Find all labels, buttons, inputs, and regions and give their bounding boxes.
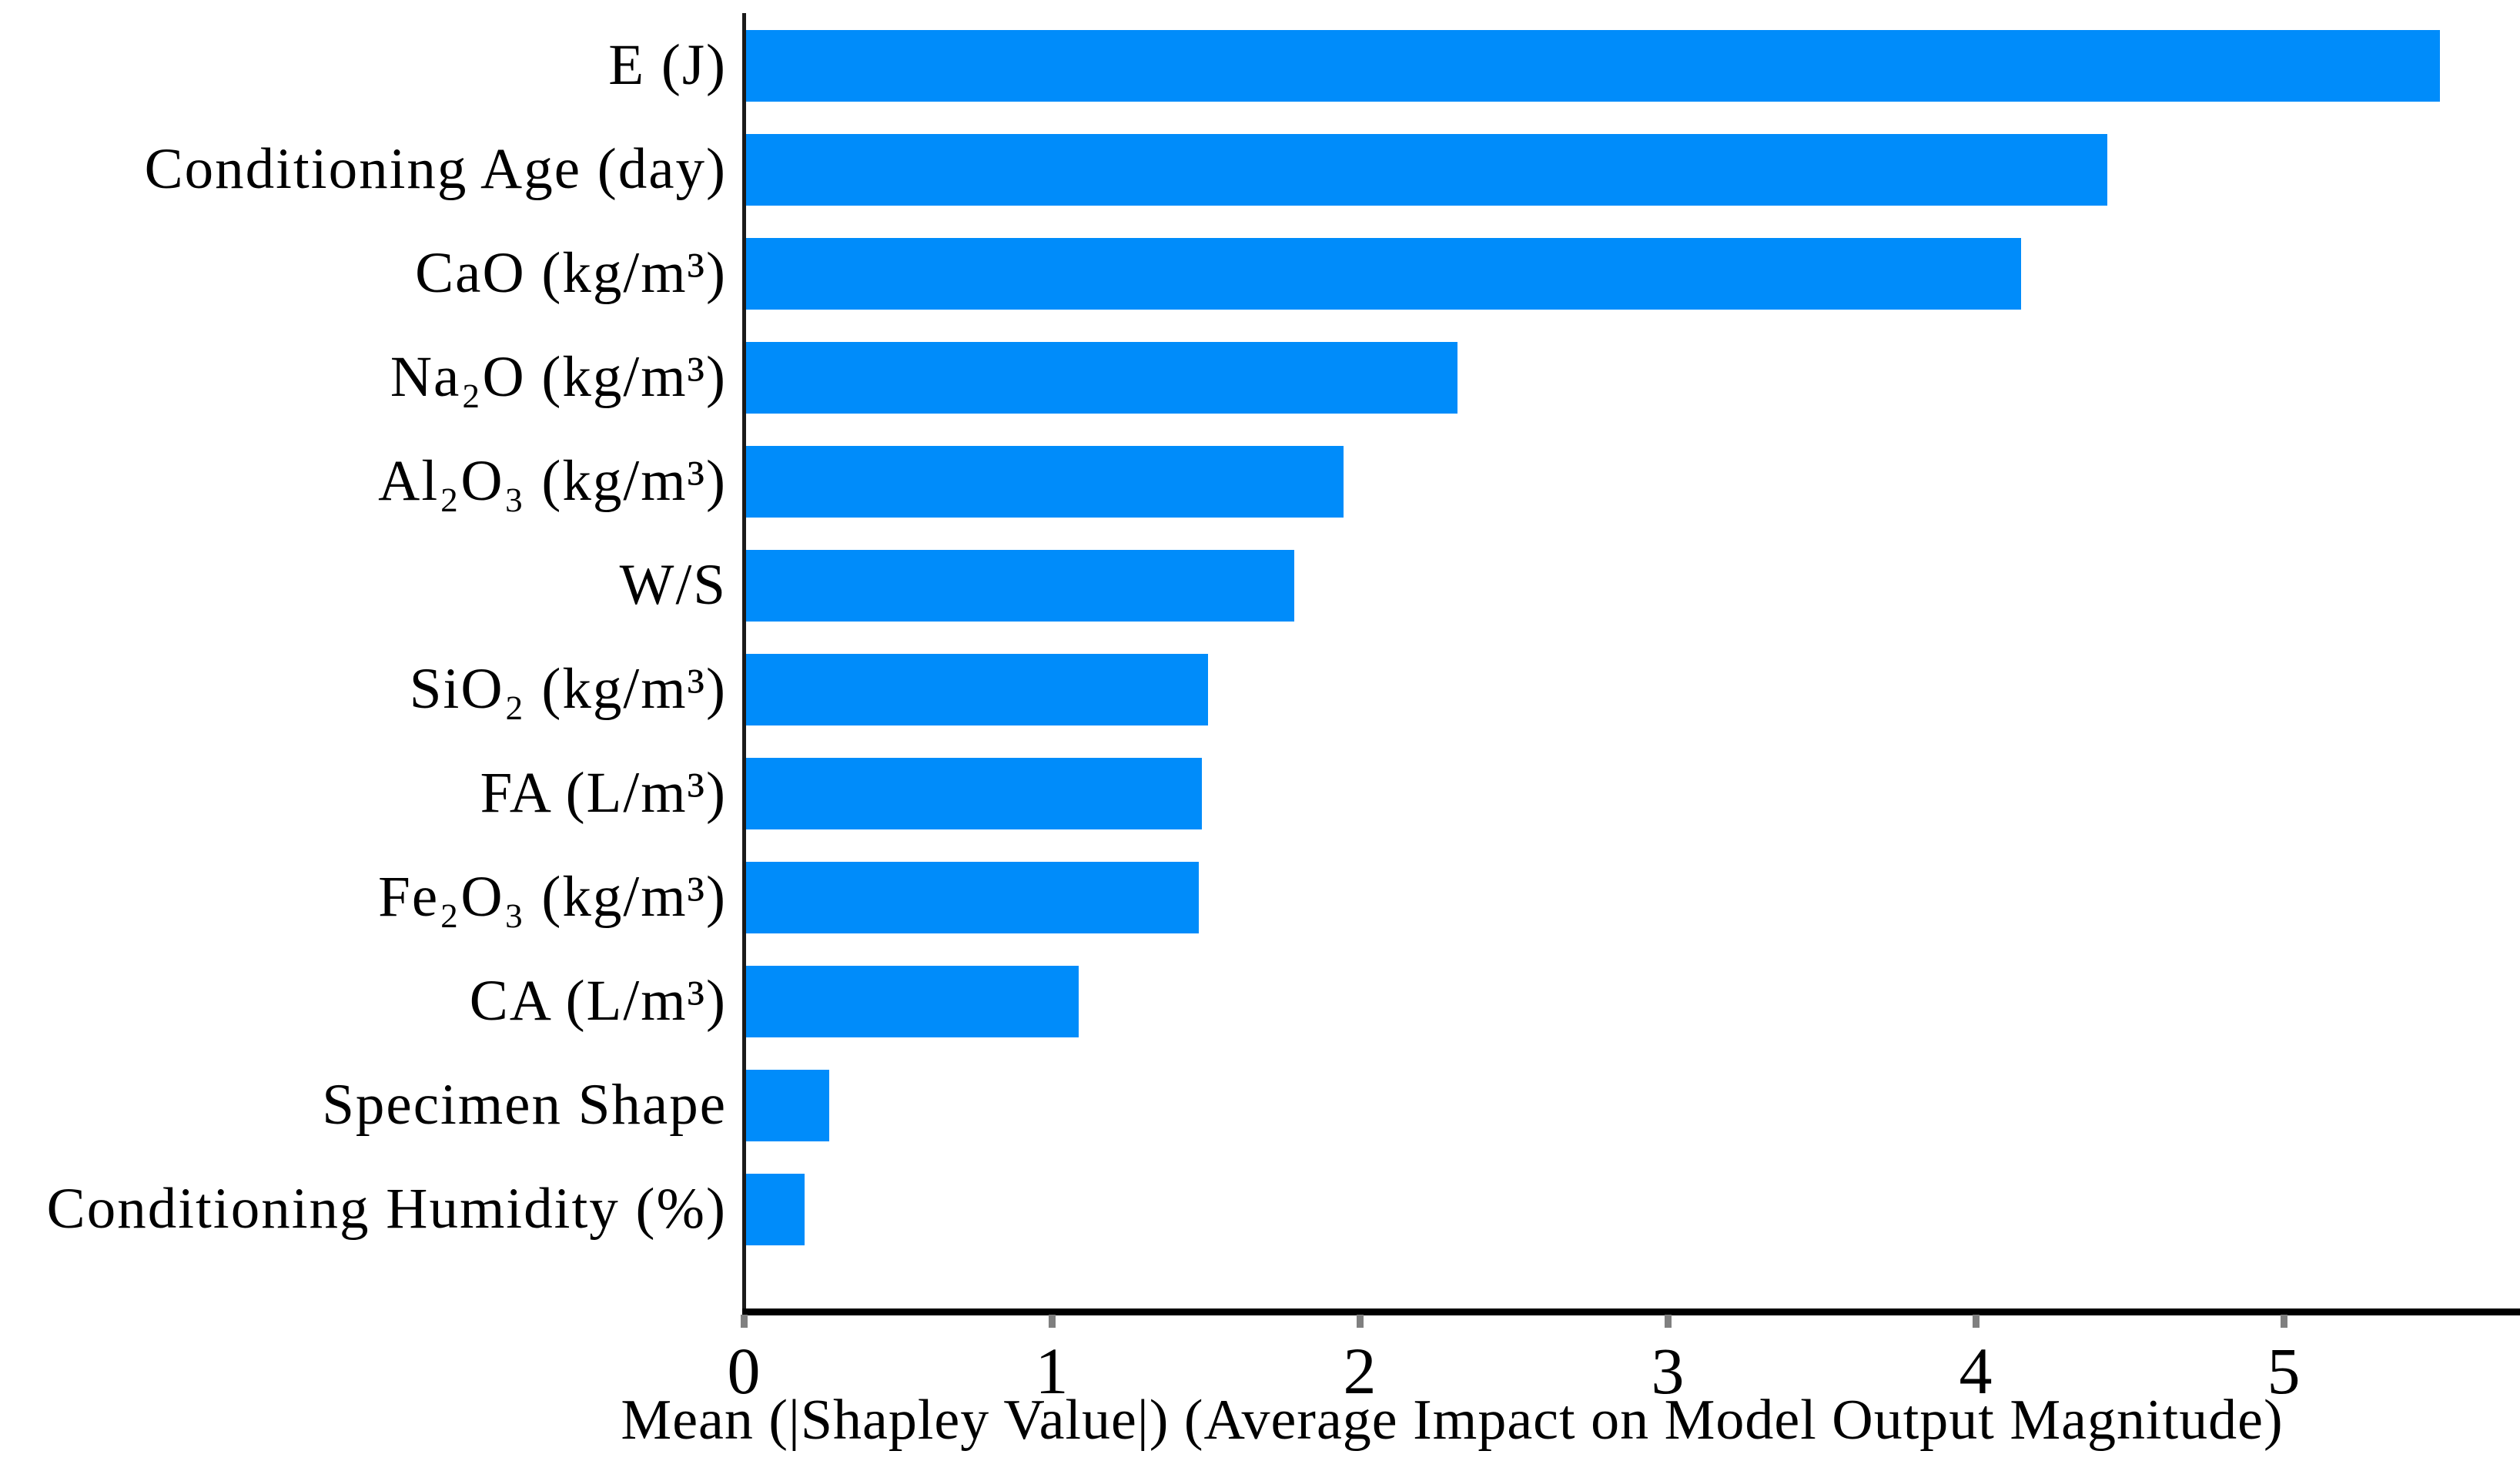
bar [746,1070,829,1141]
y-axis-label: Conditioning Age (day) [144,137,727,201]
x-axis-tick [1665,1315,1672,1328]
y-axis-label: FA (L/m³) [480,761,727,825]
bar [746,654,1208,725]
x-axis-tick-label: 0 [727,1334,761,1408]
x-axis-tick-label: 1 [1035,1334,1069,1408]
x-axis-tick-label: 3 [1651,1334,1685,1408]
x-axis-tick-label: 5 [2267,1334,2301,1408]
x-axis-title: Mean (|Shapley Value|) (Average Impact o… [621,1389,2284,1452]
bar [746,342,1457,414]
y-axis-label: CaO (kg/m³) [415,241,727,305]
bar [746,550,1294,622]
y-axis-label: Conditioning Humidity (%) [46,1177,727,1241]
bar [746,862,1199,933]
y-axis-label: E (J) [608,33,727,97]
y-axis-label: Al₂O₃ (kg/m³) [378,449,727,513]
x-axis-tick [2281,1315,2287,1328]
y-axis-label: Fe₂O₃ (kg/m³) [378,865,727,929]
y-axis-line [742,13,746,1315]
bar [746,758,1202,829]
bar [746,446,1344,518]
bar [746,30,2440,102]
x-axis-line [742,1308,2520,1315]
y-axis-label: W/S [619,553,727,617]
y-axis-label: SiO₂ (kg/m³) [409,657,727,721]
bar [746,134,2107,206]
x-axis-tick-label: 2 [1343,1334,1377,1408]
y-axis-label: CA (L/m³) [469,969,727,1033]
x-axis-tick [1049,1315,1056,1328]
bar [746,238,2021,310]
bar [746,1174,805,1245]
y-axis-label: Na₂O (kg/m³) [390,345,727,409]
x-axis-tick [1973,1315,1980,1328]
y-axis-label: Specimen Shape [322,1073,727,1137]
x-axis-tick [741,1315,748,1328]
x-axis-tick [1357,1315,1364,1328]
bar [746,966,1079,1037]
x-axis-tick-label: 4 [1959,1334,1993,1408]
